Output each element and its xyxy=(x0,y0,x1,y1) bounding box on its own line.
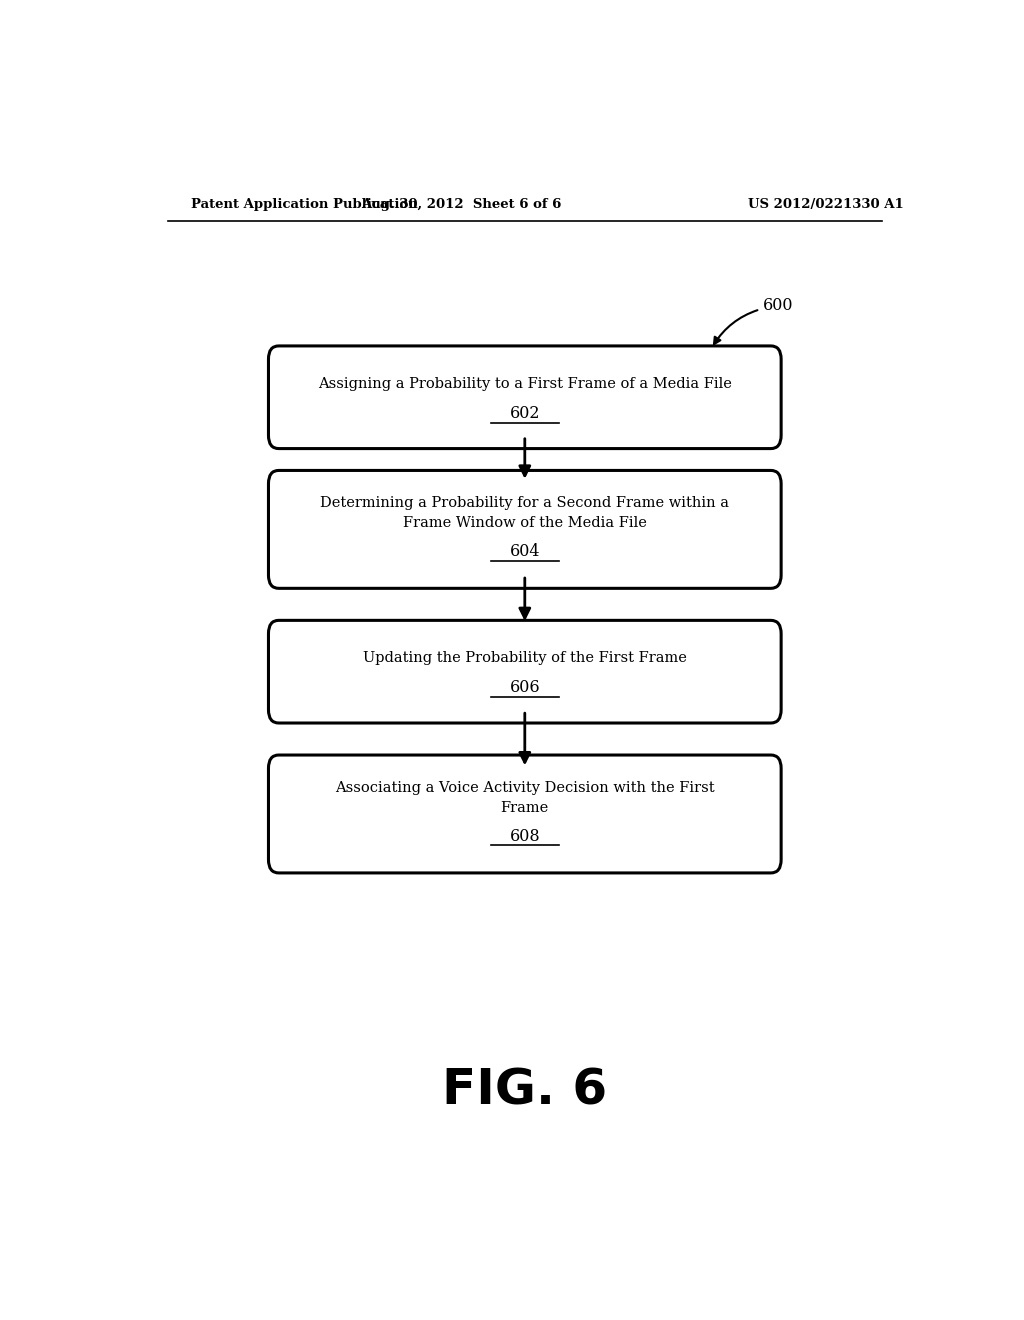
Text: 604: 604 xyxy=(510,544,540,560)
FancyBboxPatch shape xyxy=(268,620,781,723)
Text: 600: 600 xyxy=(714,297,794,345)
Text: Frame Window of the Media File: Frame Window of the Media File xyxy=(402,516,647,531)
Text: Associating a Voice Activity Decision with the First: Associating a Voice Activity Decision wi… xyxy=(335,780,715,795)
Text: FIG. 6: FIG. 6 xyxy=(442,1067,607,1114)
Text: Determining a Probability for a Second Frame within a: Determining a Probability for a Second F… xyxy=(321,496,729,510)
FancyBboxPatch shape xyxy=(268,346,781,449)
Text: Updating the Probability of the First Frame: Updating the Probability of the First Fr… xyxy=(362,652,687,665)
Text: 606: 606 xyxy=(510,680,540,697)
Text: US 2012/0221330 A1: US 2012/0221330 A1 xyxy=(749,198,904,211)
Text: 602: 602 xyxy=(510,405,540,422)
Text: Frame: Frame xyxy=(501,801,549,814)
FancyBboxPatch shape xyxy=(268,470,781,589)
FancyBboxPatch shape xyxy=(268,755,781,873)
Text: Aug. 30, 2012  Sheet 6 of 6: Aug. 30, 2012 Sheet 6 of 6 xyxy=(361,198,561,211)
Text: Patent Application Publication: Patent Application Publication xyxy=(191,198,418,211)
Text: 608: 608 xyxy=(510,828,540,845)
Text: Assigning a Probability to a First Frame of a Media File: Assigning a Probability to a First Frame… xyxy=(317,378,732,391)
